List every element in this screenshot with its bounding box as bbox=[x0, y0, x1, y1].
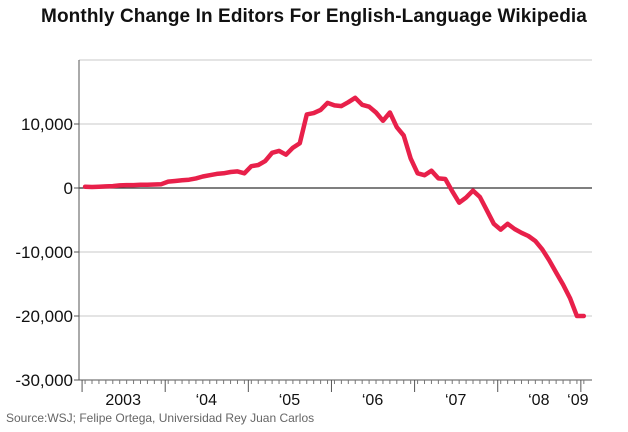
x-tick-label: ‘07 bbox=[445, 392, 466, 409]
axes bbox=[78, 60, 592, 381]
grid-lines bbox=[79, 59, 592, 381]
y-tick-label: -30,000 bbox=[15, 371, 73, 390]
y-axis-ticks: 10,000 0 -10,000 -20,000 -30,000 bbox=[15, 115, 79, 390]
series-line bbox=[82, 95, 587, 319]
y-tick-label: 0 bbox=[64, 179, 73, 198]
chart-title: Monthly Change In Editors For English-La… bbox=[41, 6, 587, 27]
x-tick-label: ‘09 bbox=[567, 392, 588, 409]
x-axis-ticks: 2003 ‘04 ‘05 ‘06 ‘07 ‘08 ‘09 bbox=[81, 380, 589, 409]
x-tick-label: ‘04 bbox=[196, 392, 217, 409]
y-tick-label: 10,000 bbox=[21, 115, 73, 134]
data-series bbox=[82, 95, 587, 319]
x-tick-label: ‘08 bbox=[528, 392, 549, 409]
x-tick-label: ‘05 bbox=[279, 392, 300, 409]
y-tick-label: -20,000 bbox=[15, 307, 73, 326]
source-note: Source:WSJ; Felipe Ortega, Universidad R… bbox=[6, 411, 315, 425]
x-tick-label: ‘06 bbox=[362, 392, 383, 409]
y-tick-label: -10,000 bbox=[15, 243, 73, 262]
x-tick-label: 2003 bbox=[105, 392, 141, 409]
